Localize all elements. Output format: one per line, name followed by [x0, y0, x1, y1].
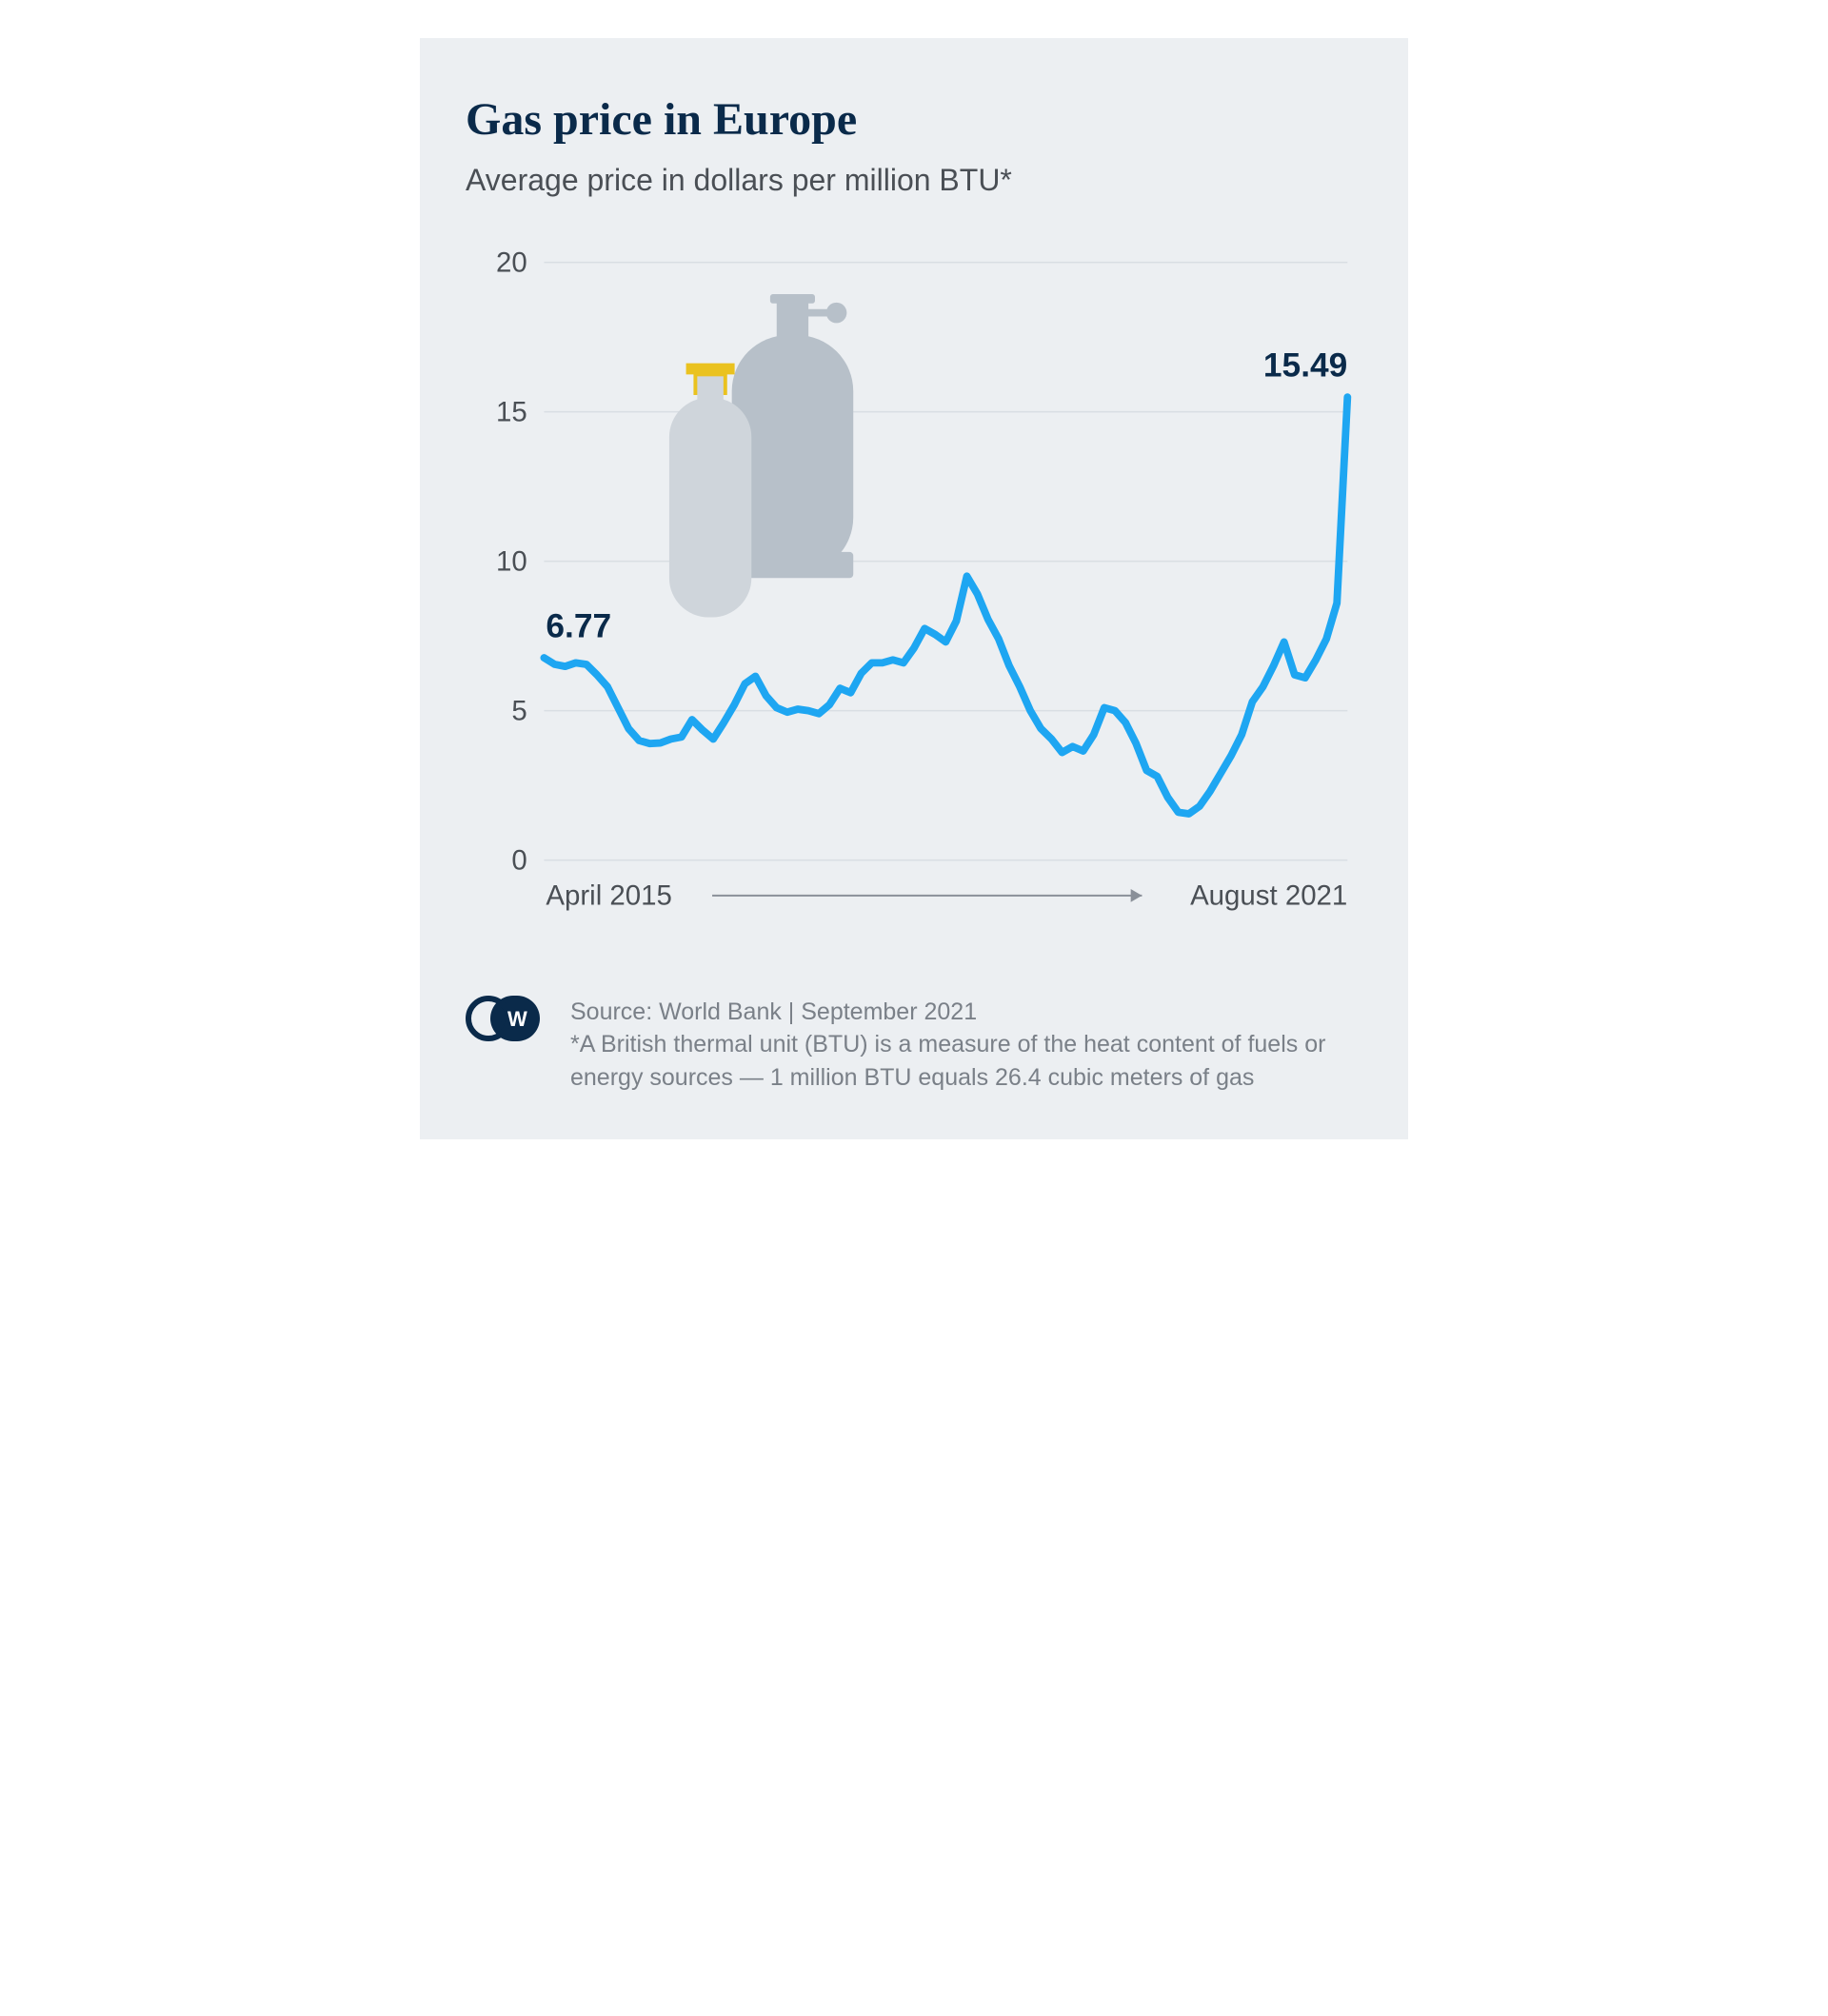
- dw-logo-icon: D W: [466, 996, 540, 1046]
- svg-text:20: 20: [496, 247, 527, 278]
- svg-text:6.77: 6.77: [546, 607, 611, 644]
- svg-text:August 2021: August 2021: [1190, 880, 1347, 912]
- chart-subtitle: Average price in dollars per million BTU…: [466, 163, 1362, 198]
- svg-text:D: D: [490, 1006, 507, 1032]
- infographic-card: Gas price in Europe Average price in dol…: [420, 38, 1408, 1139]
- footer: D W Source: World Bank | September 2021 …: [466, 996, 1362, 1095]
- line-chart-svg: 0 5 10 15 20: [466, 244, 1362, 954]
- svg-text:15: 15: [496, 396, 527, 427]
- svg-text:0: 0: [511, 844, 527, 876]
- note-line: *A British thermal unit (BTU) is a measu…: [570, 1028, 1362, 1094]
- source-line: Source: World Bank | September 2021: [570, 996, 1362, 1029]
- chart-area: 0 5 10 15 20: [466, 244, 1362, 954]
- svg-text:W: W: [507, 1007, 527, 1031]
- svg-text:April 2015: April 2015: [546, 880, 672, 912]
- gas-tank-icon: [669, 294, 853, 618]
- footnotes: Source: World Bank | September 2021 *A B…: [570, 996, 1362, 1095]
- svg-text:15.49: 15.49: [1263, 347, 1347, 385]
- svg-text:5: 5: [511, 695, 527, 726]
- svg-text:10: 10: [496, 545, 527, 577]
- chart-title: Gas price in Europe: [466, 93, 1362, 146]
